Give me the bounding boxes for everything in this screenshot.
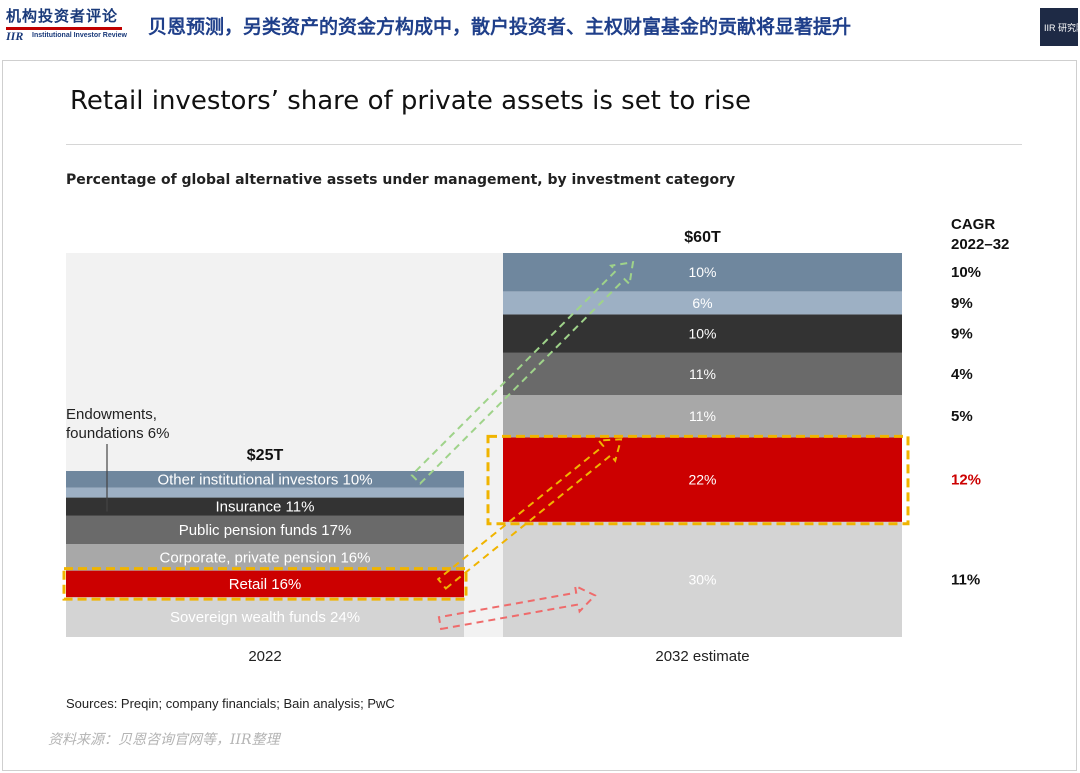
cagr-value-corporate-private-pension: 5% xyxy=(951,408,973,425)
cagr-value-endowments-foundations: 9% xyxy=(951,295,973,312)
segment-label-insurance-2022: Insurance 11% xyxy=(216,499,315,516)
bar-total-label-0: $25T xyxy=(247,447,284,464)
cagr-value-sovereign-wealth-funds: 11% xyxy=(951,571,980,588)
growth-arrow-sovereign-wealth xyxy=(437,584,597,631)
retail-highlight-box-2032 xyxy=(486,434,910,526)
logo-chinese-name: 机构投资者评论 xyxy=(6,7,119,25)
segment-label-corporate-private-pension-2032: 11% xyxy=(689,408,716,424)
title-divider xyxy=(66,144,1022,145)
cagr-value-retail: 12% xyxy=(951,472,981,489)
iir-research-badge: IIR 研究院 xyxy=(1040,8,1080,46)
cagr-value-public-pension-funds: 4% xyxy=(951,366,973,383)
growth-arrow-other-institutional xyxy=(410,260,635,485)
segment-label-other-institutional-investors-2032: 10% xyxy=(688,264,716,280)
logo-mark: IIR xyxy=(6,29,24,43)
segment-label-sovereign-wealth-funds-2022: Sovereign wealth funds 24% xyxy=(170,609,360,626)
segment-label-insurance-2032: 10% xyxy=(688,326,716,342)
segment-label-sovereign-wealth-funds-2032: 30% xyxy=(688,571,716,587)
callout-endowments-line-0: Endowments, xyxy=(66,406,157,423)
header-bar: 机构投资者评论 IIR Institutional Investor Revie… xyxy=(0,0,1080,52)
segment-label-endowments-foundations-2032: 6% xyxy=(692,295,712,311)
growth-arrow-retail xyxy=(436,438,623,590)
segment-label-public-pension-funds-2022: Public pension funds 17% xyxy=(179,522,352,539)
category-label-0: 2022 xyxy=(248,648,281,665)
segment-label-public-pension-funds-2032: 11% xyxy=(689,366,716,382)
bar-segment-other-institutional-investors-1 xyxy=(503,253,902,292)
segment-label-retail-2022: Retail 16% xyxy=(229,576,302,593)
chart-subtitle: Percentage of global alternative assets … xyxy=(66,172,736,188)
cagr-value-other-institutional-investors: 10% xyxy=(951,264,981,281)
segment-label-corporate-private-pension-2022: Corporate, private pension 16% xyxy=(160,549,371,566)
bar-segment-retail-0 xyxy=(66,570,464,598)
bar-segment-insurance-0 xyxy=(66,497,464,516)
bar-segment-endowments-foundations-0 xyxy=(66,487,464,498)
bar-segment-public-pension-funds-0 xyxy=(66,515,464,545)
logo-english-name: Institutional Investor Review xyxy=(32,32,127,39)
cagr-header-line-0: CAGR xyxy=(951,216,995,233)
bar-segment-retail-1 xyxy=(503,437,902,522)
cagr-value-insurance: 9% xyxy=(951,326,973,343)
segment-label-retail-2032: 22% xyxy=(688,472,716,488)
retail-highlight-box-2022 xyxy=(62,567,468,601)
logo-underline xyxy=(6,27,122,48)
cagr-header-line-1: 2022–32 xyxy=(951,236,1009,253)
page-headline: 贝恩预测，另类资产的资金方构成中，散户投资者、主权财富基金的贡献将显著提升 xyxy=(148,16,852,38)
bar-total-label-1: $60T xyxy=(684,229,721,246)
category-label-1: 2032 estimate xyxy=(655,648,749,665)
bar-segment-public-pension-funds-1 xyxy=(503,352,902,396)
badge-text: IIR 研究院 xyxy=(1044,23,1080,33)
iir-logo[interactable]: 机构投资者评论 IIR Institutional Investor Revie… xyxy=(6,5,127,48)
bar-segment-sovereign-wealth-funds-0 xyxy=(66,597,464,637)
segment-label-other-institutional-investors-2022: Other institutional investors 10% xyxy=(157,471,372,488)
bar-segment-sovereign-wealth-funds-1 xyxy=(503,521,902,637)
callout-endowments-line-1: foundations 6% xyxy=(66,425,169,442)
chart-title: Retail investors’ share of private asset… xyxy=(70,86,751,116)
chart-source: Sources: Preqin; company financials; Bai… xyxy=(66,696,395,711)
bar-segment-corporate-private-pension-0 xyxy=(66,544,464,571)
bar-segment-insurance-1 xyxy=(503,314,902,353)
bar-segment-other-institutional-investors-0 xyxy=(66,471,464,488)
data-source-footnote: 资料来源：贝恩咨询官网等，IIR整理 xyxy=(48,732,280,748)
bar-segment-corporate-private-pension-1 xyxy=(503,395,902,438)
bar-segment-endowments-foundations-1 xyxy=(503,291,902,315)
